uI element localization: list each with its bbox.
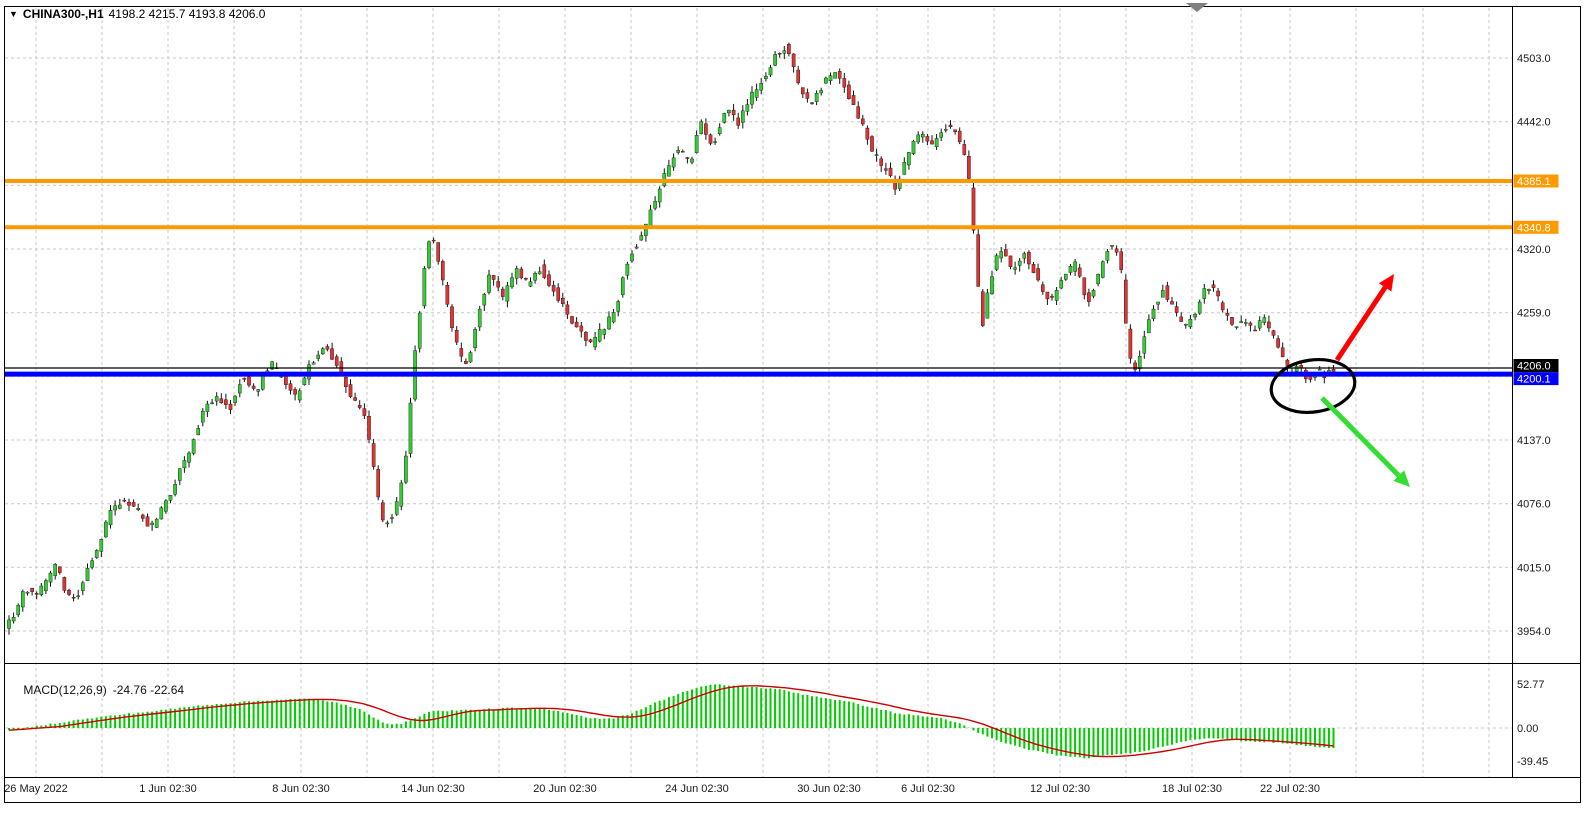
macd-tick-label: 0.00 (1517, 723, 1538, 735)
price-tick-label: 4503.0 (1517, 53, 1551, 65)
macd-name: MACD(12,26,9) (23, 683, 107, 697)
macd-values: -24.76 -22.64 (112, 683, 185, 697)
price-tag-4385.1: 4385.1 (1513, 174, 1559, 188)
chart-shift-marker[interactable] (1186, 3, 1208, 12)
price-axis: 4503.0 4442.0 4320.0 4259.0 4137.0 4076.0 4015… (1517, 53, 1551, 768)
svg-text:4200.1: 4200.1 (1517, 374, 1551, 386)
bullish-arrow[interactable] (1334, 274, 1394, 362)
bearish-arrow[interactable] (1320, 396, 1410, 487)
time-label: 20 Jun 02:30 (533, 783, 597, 795)
price-tick-label: 4015.0 (1517, 562, 1551, 574)
ohlc-values: 4198.2 4215.7 4193.8 4206.0 (108, 7, 266, 21)
symbol-label: CHINA300-,H1 (22, 7, 104, 21)
price-tag-4340.8: 4340.8 (1513, 220, 1559, 234)
time-label: 30 Jun 02:30 (797, 783, 861, 795)
time-label: 18 Jul 02:30 (1162, 783, 1222, 795)
time-label: 22 Jul 02:30 (1260, 783, 1320, 795)
grid (5, 8, 1512, 777)
macd-tick-label: -39.45 (1517, 756, 1548, 768)
svg-text:4206.0: 4206.0 (1517, 361, 1551, 373)
macd-signal-line (8, 685, 1334, 758)
price-tick-label: 3954.0 (1517, 626, 1551, 638)
price-tick-label: 4137.0 (1517, 435, 1551, 447)
chart-header: ▼ CHINA300-,H1 4198.2 4215.7 4193.8 4206… (9, 7, 265, 21)
macd-indicator-label: MACD(12,26,9) -24.76 -22.64 (10, 669, 184, 711)
price-tag-4200.1: 4200.1 (1513, 372, 1559, 386)
pane-borders (4, 6, 1581, 803)
price-tick-label: 4442.0 (1517, 117, 1551, 129)
time-label: 6 Jul 02:30 (901, 783, 955, 795)
svg-text:4340.8: 4340.8 (1517, 222, 1551, 234)
symbol-dropdown-icon[interactable]: ▼ (9, 9, 18, 19)
time-axis: 26 May 2022 1 Jun 02:30 8 Jun 02:30 14 Jun … (4, 783, 1320, 795)
time-label: 26 May 2022 (4, 783, 68, 795)
price-tick-label: 4076.0 (1517, 499, 1551, 511)
time-label: 24 Jun 02:30 (665, 783, 729, 795)
macd-histogram (8, 684, 1335, 759)
candles-layer (7, 42, 1336, 635)
macd-tick-label: 52.77 (1517, 679, 1545, 691)
price-tick-label: 4259.0 (1517, 308, 1551, 320)
ellipse-annotation[interactable] (1268, 354, 1358, 417)
price-tag-4206.0: 4206.0 (1513, 359, 1559, 373)
time-label: 12 Jul 02:30 (1030, 783, 1090, 795)
time-label: 8 Jun 02:30 (272, 783, 330, 795)
svg-text:4385.1: 4385.1 (1517, 176, 1551, 188)
price-tick-label: 4320.0 (1517, 244, 1551, 256)
time-label: 1 Jun 02:30 (139, 783, 197, 795)
time-label: 14 Jun 02:30 (401, 783, 465, 795)
